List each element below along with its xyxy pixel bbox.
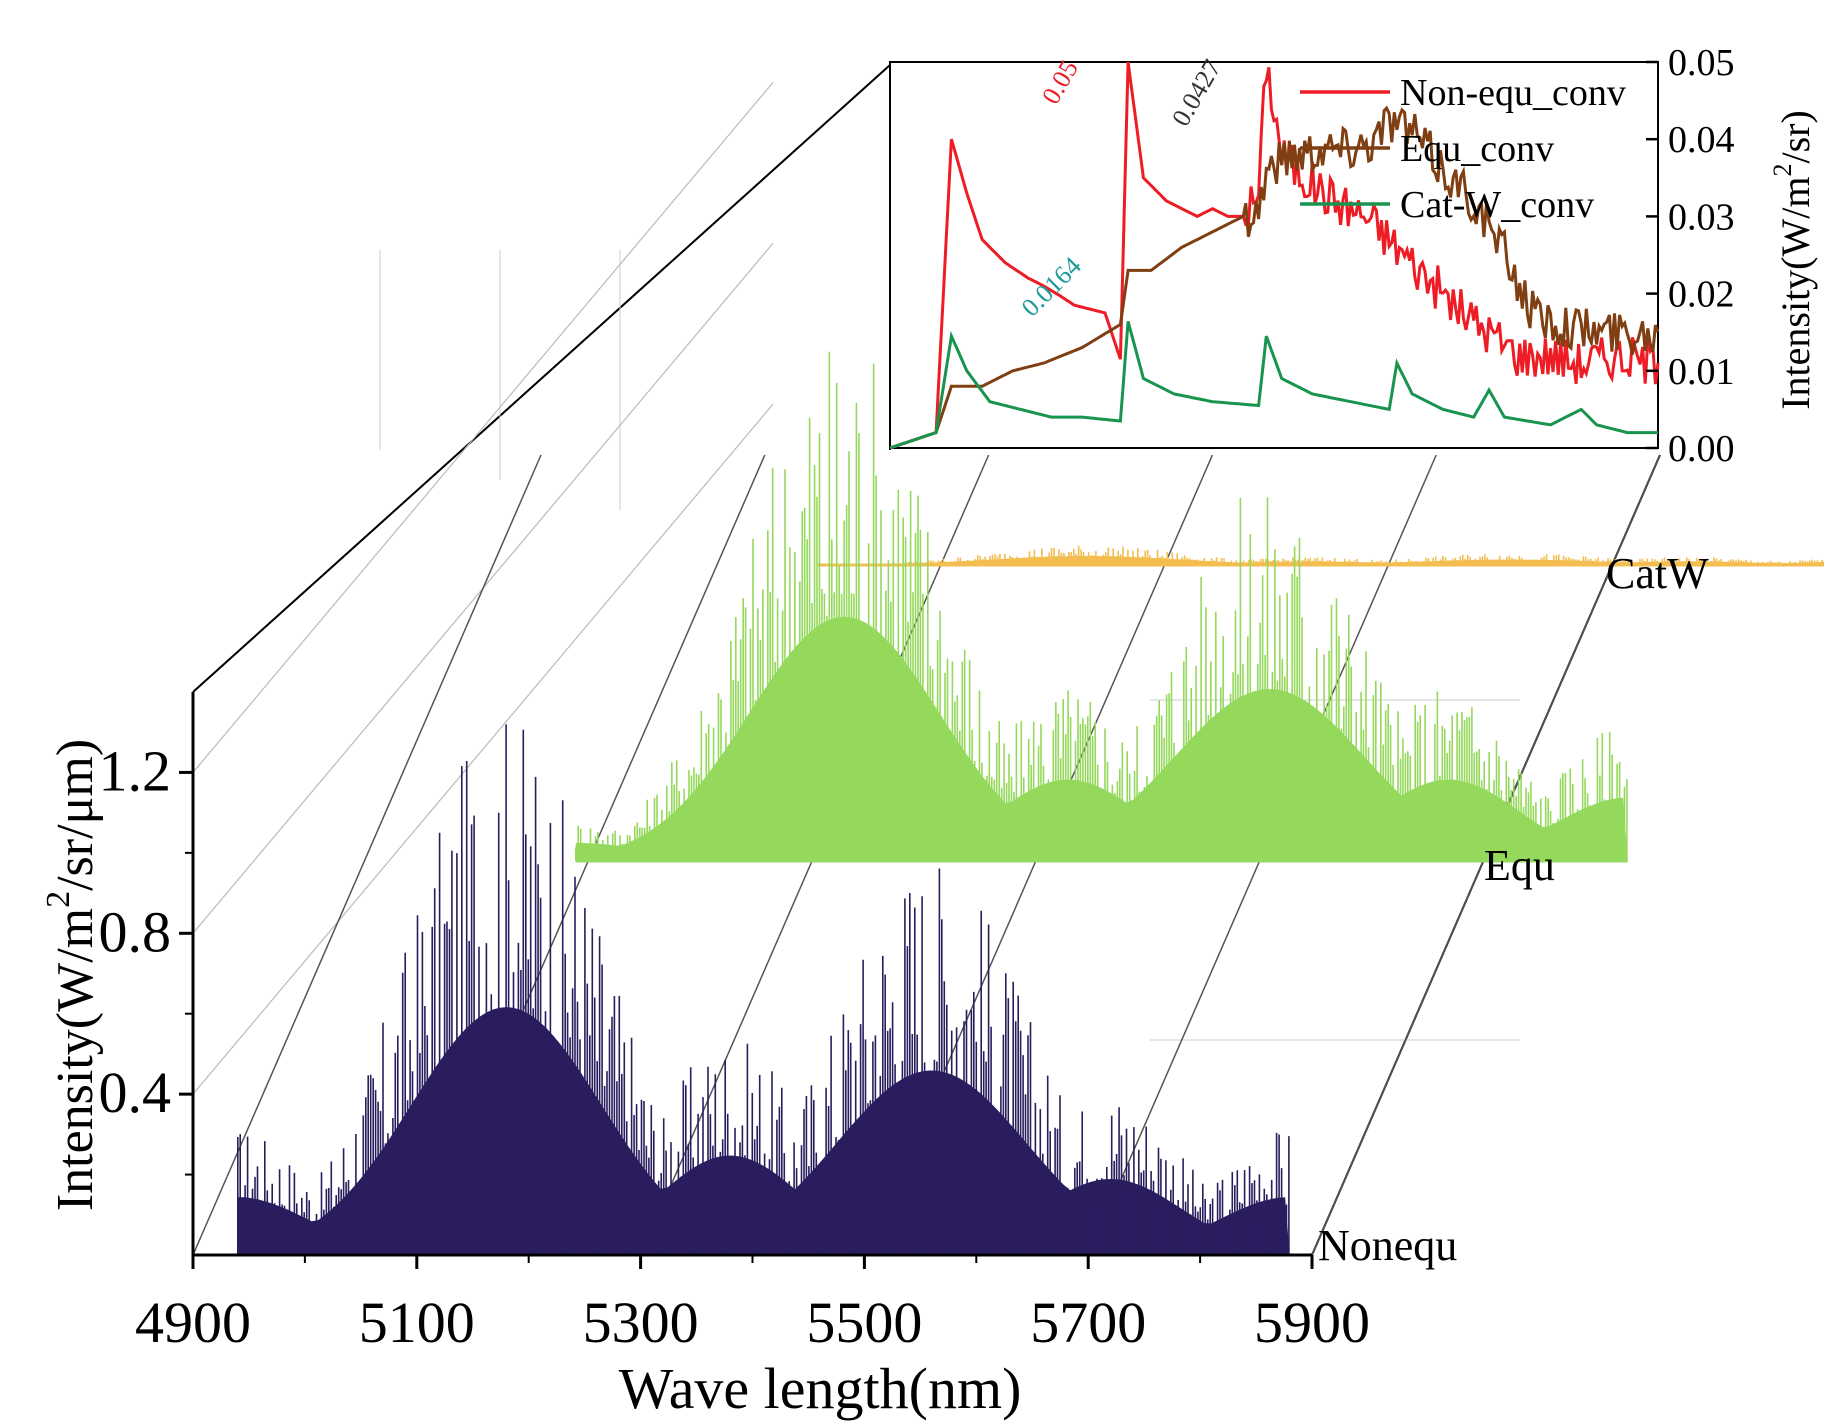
inset-line-equ_conv — [889, 105, 1660, 450]
y-axis-title-sup: 2 — [40, 891, 77, 908]
inset-series — [889, 61, 1660, 450]
series-label-equ: Equ — [1484, 841, 1555, 890]
box-edge-top-left — [192, 64, 891, 693]
series-label-catw: CatW — [1606, 549, 1709, 598]
grid-diag-0 — [192, 403, 774, 1095]
spectrum-lines-equ — [575, 351, 1628, 861]
inset-y-tick-label-3: 0.03 — [1668, 196, 1735, 238]
inset-y-tick-label-0: 0.00 — [1668, 428, 1735, 470]
y-tick-labels: 0.4 0.8 1.2 — [99, 738, 172, 1125]
inset-y-tick-label-5: 0.05 — [1668, 42, 1735, 84]
inset-y-title-end: /sr) — [1773, 110, 1818, 163]
inset-y-tick-label-2: 0.02 — [1668, 274, 1735, 316]
spectrum-lines-nonequ — [237, 724, 1290, 1255]
x-tick-label-5300: 5300 — [583, 1290, 699, 1355]
x-axis-title: Wave length(nm) — [619, 1356, 1022, 1421]
x-tick-labels: 4900 5100 5300 5500 5700 5900 — [135, 1290, 1370, 1355]
grid-diag-2 — [192, 82, 774, 773]
inset-y-tick-label-4: 0.04 — [1668, 119, 1735, 161]
inset-line-cat-w_conv — [889, 321, 1658, 450]
y-tick-label-0.8: 0.8 — [99, 899, 172, 964]
y-axis-title-end: /sr/μm) — [47, 739, 104, 891]
inset-frame — [889, 61, 1659, 449]
inset-chart: 0.00 0.01 0.02 0.03 0.04 0.05 Intensity(W/m2/… — [889, 42, 1818, 470]
x-tick-label-5100: 5100 — [359, 1290, 475, 1355]
inset-y-tick-label-1: 0.01 — [1668, 351, 1735, 393]
y-tick-label-0.4: 0.4 — [99, 1060, 172, 1125]
inset-y-title-sup: 2 — [1768, 164, 1797, 177]
x-tick-label-5700: 5700 — [1030, 1290, 1146, 1355]
floor-line-0 — [192, 454, 542, 1256]
inset-line-non-equ_conv — [889, 61, 1660, 450]
y-axis-title: Intensity(W/m2/sr/μm) — [40, 739, 104, 1211]
legend-label-non-equ_conv: Non-equ_conv — [1400, 72, 1626, 114]
inset-y-ticks: 0.00 0.01 0.02 0.03 0.04 0.05 — [1646, 42, 1735, 470]
x-tick-label-4900: 4900 — [135, 1290, 251, 1355]
inset-y-axis-title: Intensity(W/m2/sr) — [1768, 110, 1818, 410]
x-tick-label-5900: 5900 — [1254, 1290, 1370, 1355]
y-axis-title-main: Intensity(W/m — [47, 908, 104, 1211]
inset-legend: Non-equ_conv Equ_conv Cat-W_conv — [1300, 72, 1626, 226]
front-axes — [179, 692, 1314, 1269]
series-label-nonequ: Nonequ — [1318, 1221, 1457, 1270]
legend-label-equ_conv: Equ_conv — [1400, 128, 1554, 170]
x-tick-label-5500: 5500 — [806, 1290, 922, 1355]
inset-y-title-main: Intensity(W/m — [1773, 177, 1818, 410]
y-tick-label-1.2: 1.2 — [99, 738, 172, 803]
series-equ — [575, 351, 1628, 863]
legend-label-cat-w_conv: Cat-W_conv — [1400, 184, 1594, 226]
